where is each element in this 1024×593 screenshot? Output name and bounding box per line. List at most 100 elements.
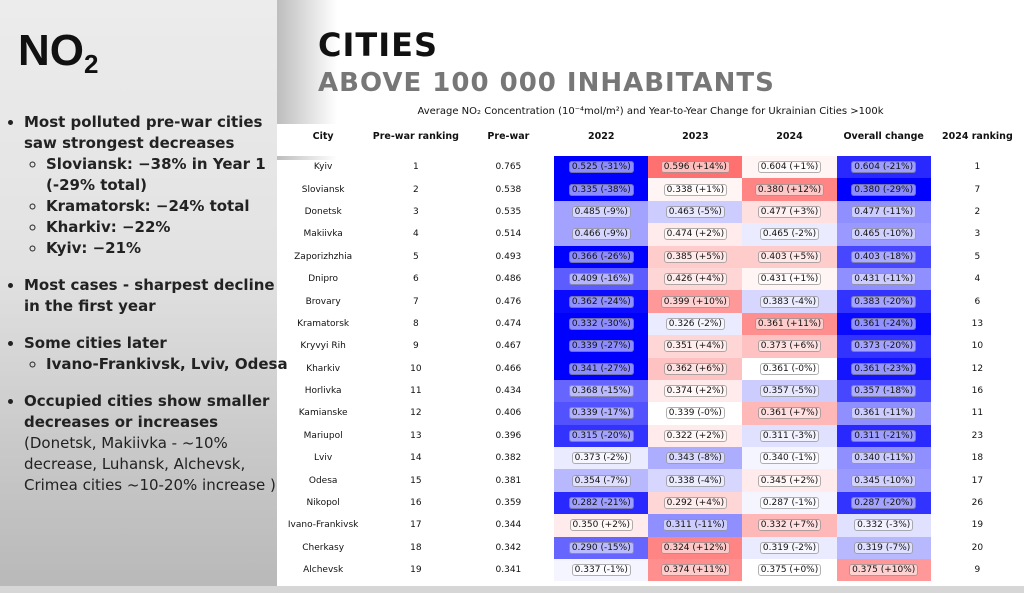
data-table: City Pre-war ranking Pre-war 2022 2023 2024 Ov… — [277, 124, 1024, 582]
table-row: Nikopol 16 0.359 0.282 (-21%) 0.292 (+4%) 0.2… — [277, 491, 1024, 515]
column-header: Overall change — [836, 124, 931, 152]
table-cell: 0.342 — [495, 542, 522, 553]
cell-label: 0.311 (-21%) — [851, 429, 917, 442]
cell-label: 0.431 (+1%) — [757, 273, 822, 286]
table-cell: Lviv — [314, 453, 333, 464]
cell-label: 0.351 (+4%) — [663, 340, 728, 353]
table-row: Odesa 15 0.381 0.354 (-7%) 0.338 (-4%) 0.345 … — [277, 469, 1024, 492]
cell-label: 0.338 (-4%) — [665, 474, 725, 487]
table-cell: 2 — [974, 206, 981, 217]
cell-label: 0.345 (-10%) — [851, 474, 917, 487]
table-cell: Odesa — [308, 475, 338, 486]
table-cell: 5 — [974, 251, 981, 262]
change-cell: 0.341 (-27%) — [554, 357, 649, 380]
bottom-strip — [0, 586, 1024, 593]
cell-label: 0.374 (+11%) — [660, 564, 730, 577]
cell-label: 0.350 (+2%) — [569, 519, 633, 532]
header-subtitle: ABOVE 100 000 INHABITANTS — [318, 68, 775, 98]
cell-label: 0.474 (+2%) — [663, 228, 728, 241]
cell-label: 0.319 (-2%) — [759, 541, 820, 554]
table-cell: 1 — [369, 147, 463, 179]
change-cell: 0.339 (-17%) — [554, 402, 649, 425]
change-cell: 0.399 (+10%) — [648, 290, 743, 313]
table-cell: Dnipro — [308, 274, 339, 285]
change-cell: 0.383 (-4%) — [742, 290, 837, 313]
change-cell: 0.361 (-23%) — [836, 357, 931, 380]
change-cell: 0.604 (+1%) — [742, 147, 837, 179]
table-cell: Alchevsk — [303, 565, 344, 576]
header-row: City Pre-war ranking Pre-war 2022 2023 2024 Ov… — [277, 124, 1024, 152]
cell-label: 0.315 (-20%) — [568, 429, 634, 442]
table-cell: 6 — [974, 296, 981, 307]
cell-label: 0.485 (-9%) — [571, 205, 631, 218]
cell-label: 0.287 (-20%) — [851, 497, 917, 510]
table-cell: 7 — [413, 296, 419, 307]
change-cell: 0.374 (+11%) — [648, 559, 743, 582]
change-cell: 0.345 (+2%) — [742, 469, 837, 492]
change-cell: 0.361 (+7%) — [742, 402, 837, 425]
sub-bullet: Kramatorsk: −24% total — [46, 196, 290, 217]
table-cell: 5 — [413, 251, 419, 262]
bullet: Occupied cities show smaller decreases o… — [24, 391, 290, 496]
table-cell: 3 — [974, 229, 981, 240]
table-cell: 12 — [971, 363, 984, 374]
change-cell: 0.431 (-11%) — [836, 267, 931, 291]
change-cell: 0.368 (-15%) — [554, 379, 649, 403]
change-cell: 0.431 (+1%) — [742, 267, 837, 291]
table-cell: 16 — [410, 498, 422, 509]
change-cell: 0.380 (+12%) — [742, 178, 837, 201]
table-cell: 3 — [413, 206, 419, 217]
column-header: 2022 — [554, 124, 649, 152]
cell-label: 0.361 (+11%) — [754, 317, 825, 330]
table-cell: 20 — [971, 542, 984, 553]
change-cell: 0.604 (-21%) — [836, 147, 931, 179]
cell-label: 0.399 (+10%) — [660, 295, 730, 308]
table-cell: 0.535 — [495, 206, 522, 217]
cell-label: 0.596 (+14%) — [660, 161, 730, 174]
cell-label: 0.361 (+7%) — [757, 407, 822, 420]
change-cell: 0.351 (+4%) — [648, 335, 743, 358]
column-header: 2023 — [648, 124, 743, 152]
table-cell: Zaporizhzhia — [294, 251, 353, 262]
cell-label: 0.477 (-11%) — [851, 205, 917, 218]
cell-label: 0.345 (+2%) — [757, 474, 822, 487]
bullet: Some cities later Ivano-Frankivsk, Lviv, … — [24, 333, 290, 375]
table-cell: 9 — [974, 565, 981, 576]
table-cell: 9 — [413, 341, 419, 352]
table-cell: Nikopol — [306, 498, 340, 509]
change-cell: 0.337 (-1%) — [554, 559, 649, 582]
table-cell: 0.486 — [495, 274, 522, 285]
table-cell: 4 — [974, 274, 981, 285]
change-cell: 0.361 (-24%) — [836, 312, 931, 336]
table-cell: 0.344 — [495, 520, 522, 531]
cell-label: 0.525 (-31%) — [568, 161, 634, 174]
table-cell: 8 — [413, 318, 419, 329]
cell-label: 0.368 (-15%) — [568, 385, 634, 398]
table-row: Cherkasy 18 0.342 0.290 (-15%) 0.324 (+12%) 0… — [277, 536, 1024, 560]
table-cell: 4 — [413, 229, 419, 240]
table-row: Kharkiv 10 0.466 0.341 (-27%) 0.362 (+6%) 0.3… — [277, 357, 1024, 380]
change-cell: 0.465 (-10%) — [836, 223, 931, 246]
title-text: NO — [18, 26, 84, 75]
change-cell: 0.338 (-4%) — [648, 469, 743, 492]
change-cell: 0.474 (+2%) — [648, 223, 743, 246]
table-cell: 6 — [413, 274, 419, 285]
table-row: Makiivka 4 0.514 0.466 (-9%) 0.474 (+2%) 0.46… — [277, 223, 1024, 246]
sub-bullet: Kharkiv: −22% — [46, 217, 290, 238]
table-cell: 0.396 — [495, 430, 522, 441]
cell-label: 0.385 (+5%) — [663, 250, 728, 263]
bullet: Most polluted pre-war cities saw stronge… — [24, 112, 290, 259]
change-cell: 0.292 (+4%) — [648, 491, 743, 515]
change-cell: 0.357 (-18%) — [836, 379, 931, 403]
table-cell: 16 — [971, 386, 984, 397]
cell-label: 0.366 (-26%) — [568, 250, 634, 263]
table-cell: 13 — [971, 318, 984, 329]
table-cell: Kharkiv — [306, 363, 341, 374]
cell-label: 0.431 (-11%) — [851, 273, 917, 286]
cell-label: 0.477 (+3%) — [757, 205, 822, 218]
table-cell: 0.538 — [495, 184, 522, 195]
cell-label: 0.361 (-24%) — [851, 317, 917, 330]
table-cell: 10 — [410, 363, 422, 374]
column-header: 2024 — [742, 124, 837, 152]
